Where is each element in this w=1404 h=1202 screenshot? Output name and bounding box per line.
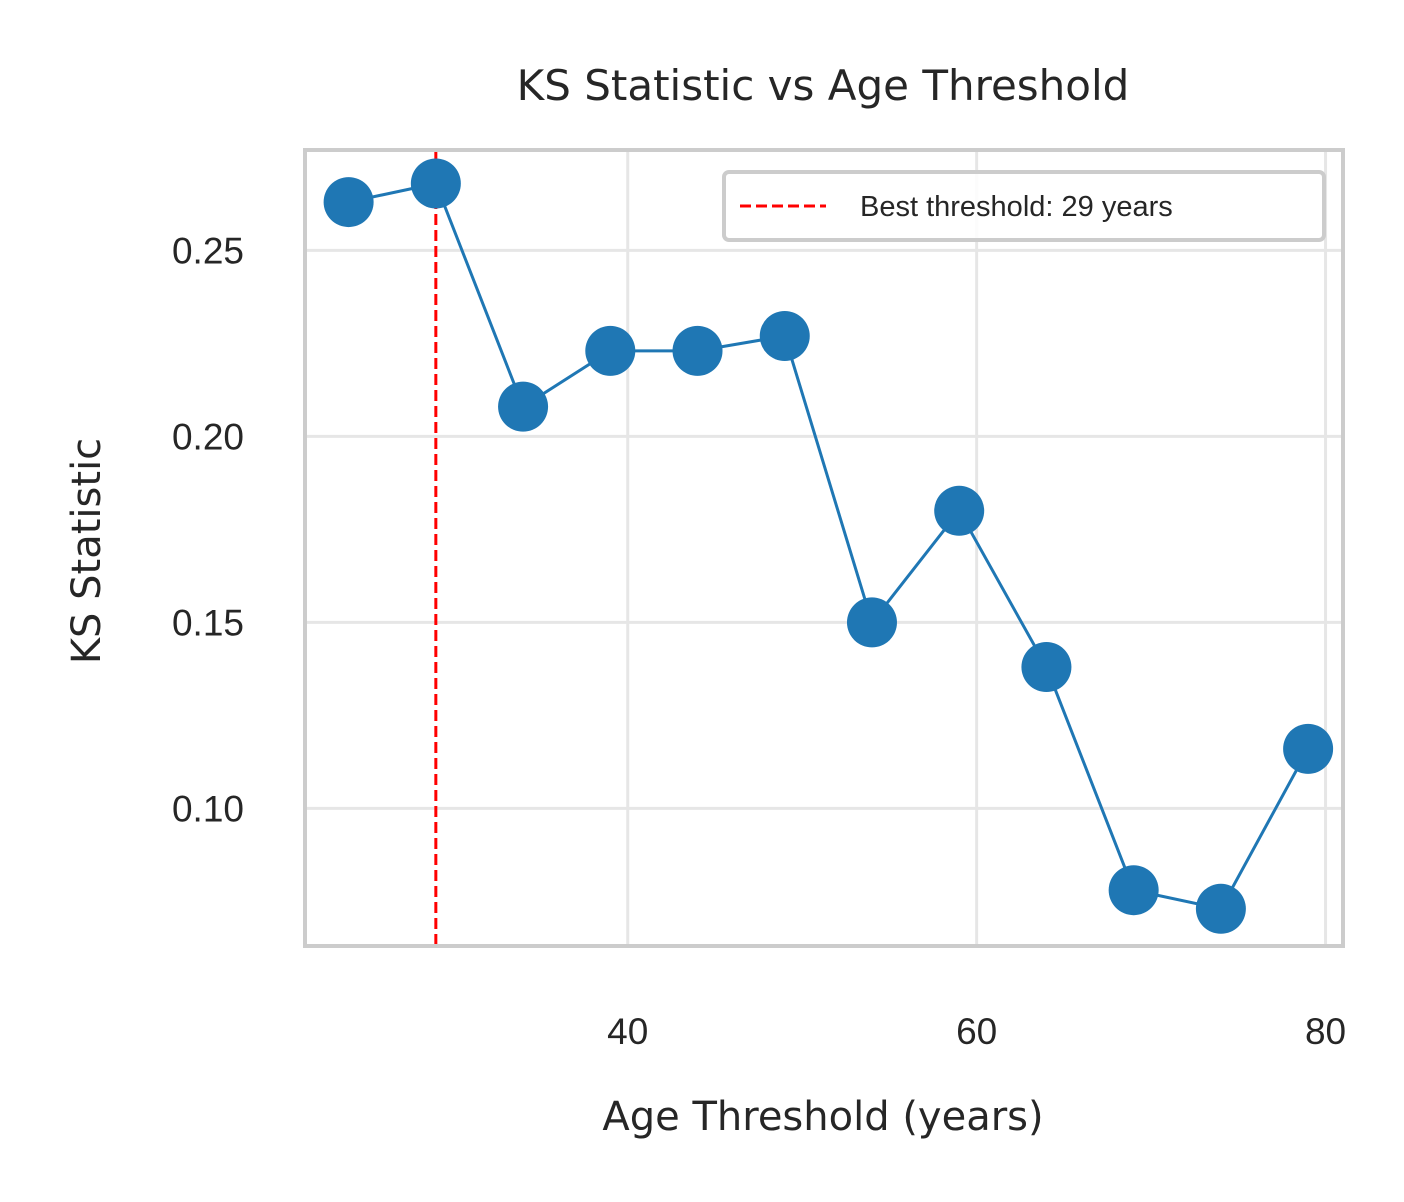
data-point — [1021, 642, 1072, 693]
legend: Best threshold: 29 years — [722, 170, 1326, 242]
x-tick-label: 40 — [607, 1011, 648, 1052]
legend-box — [722, 170, 1326, 242]
data-point — [672, 325, 723, 376]
y-axis-label: KS Statistic — [64, 438, 110, 664]
chart-title: KS Statistic vs Age Threshold — [517, 61, 1130, 110]
plot-frame — [303, 148, 1345, 948]
data-point — [1108, 865, 1159, 916]
data-point — [323, 177, 374, 228]
y-tick-labels: 0.10 0.15 0.20 0.25 — [172, 230, 244, 829]
legend-label: Best threshold: 29 years — [860, 191, 1173, 223]
x-axis-label: Age Threshold (years) — [602, 1094, 1043, 1140]
data-point — [934, 485, 985, 536]
data-point — [498, 381, 549, 432]
data-point — [1195, 883, 1246, 934]
data-point — [846, 597, 897, 648]
grid-lines — [305, 150, 1343, 946]
data-point — [759, 310, 810, 361]
y-tick-label: 0.20 — [172, 416, 244, 457]
data-point — [1283, 723, 1334, 774]
x-tick-label: 80 — [1305, 1011, 1346, 1052]
x-tick-label: 60 — [956, 1011, 997, 1052]
series-layer — [323, 158, 1334, 934]
axes-frame — [303, 148, 1345, 948]
data-point — [585, 325, 636, 376]
series-line — [348, 181, 1310, 911]
y-tick-label: 0.15 — [172, 602, 244, 643]
data-point — [410, 158, 461, 209]
y-tick-label: 0.10 — [172, 788, 244, 829]
x-tick-labels: 40 60 80 — [607, 1011, 1346, 1052]
y-tick-label: 0.25 — [172, 230, 244, 271]
